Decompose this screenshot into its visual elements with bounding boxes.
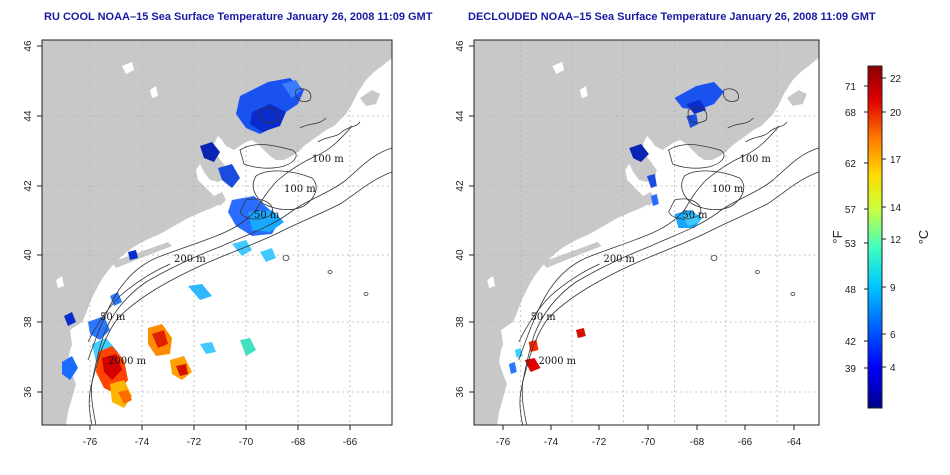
lon-tick: -66 bbox=[343, 437, 358, 448]
lat-tick: 38 bbox=[23, 316, 34, 328]
contour-label-100m-a: 100 m bbox=[312, 154, 344, 165]
map-frame-right bbox=[473, 39, 820, 426]
lon-tick: -72 bbox=[592, 437, 607, 448]
lat-tick: 46 bbox=[23, 40, 34, 52]
fahrenheit-tick: 68 bbox=[845, 108, 857, 119]
fahrenheit-tick: 62 bbox=[845, 159, 857, 170]
celsius-tick: 6 bbox=[890, 330, 896, 341]
map-frame-left bbox=[41, 39, 393, 426]
lon-tick: -68 bbox=[690, 437, 705, 448]
map-title-left: RU COOL NOAA–15 Sea Surface Temperature … bbox=[44, 11, 433, 23]
contour-label-100m-a: 100 m bbox=[740, 154, 772, 165]
contour-label-100m-b: 100 m bbox=[284, 184, 316, 195]
lon-tick: -68 bbox=[291, 437, 306, 448]
lon-tick: -74 bbox=[544, 437, 559, 448]
celsius-tick: 12 bbox=[890, 235, 902, 246]
colorbar-fahrenheit-ticks: 71 68 62 57 53 48 42 39 bbox=[845, 82, 857, 375]
celsius-tick: 17 bbox=[890, 155, 902, 166]
fahrenheit-tick: 48 bbox=[845, 285, 857, 296]
celsius-tick: 9 bbox=[890, 283, 896, 294]
lat-tick: 38 bbox=[455, 316, 466, 328]
lat-ticks-right: 36 38 40 42 44 46 bbox=[455, 40, 466, 398]
contour-label-200m: 200 m bbox=[174, 254, 206, 265]
fahrenheit-tick: 39 bbox=[845, 364, 857, 375]
lon-ticks-right: -76 -74 -72 -70 -68 -66 -64 bbox=[496, 437, 802, 448]
lon-tick: -76 bbox=[496, 437, 511, 448]
lon-tick: -72 bbox=[187, 437, 202, 448]
contour-label-50m-b: 50 m bbox=[100, 312, 126, 323]
fahrenheit-tick: 53 bbox=[845, 239, 857, 250]
lat-tick: 44 bbox=[455, 110, 466, 122]
contour-label-50m-a: 50 m bbox=[254, 210, 280, 221]
fahrenheit-tick: 71 bbox=[845, 82, 857, 93]
lat-tick: 44 bbox=[23, 110, 34, 122]
map-panel-left: 100 m 100 m 50 m 200 m 50 m 2000 m -76 -… bbox=[23, 39, 393, 448]
celsius-tick: 4 bbox=[890, 363, 896, 374]
lat-tick: 42 bbox=[23, 180, 34, 192]
lat-tick: 36 bbox=[23, 386, 34, 398]
lon-tick: -70 bbox=[239, 437, 254, 448]
lat-tick: 42 bbox=[455, 180, 466, 192]
contour-label-2000m: 2000 m bbox=[108, 356, 147, 367]
lat-tick: 40 bbox=[23, 249, 34, 261]
lat-tick: 46 bbox=[455, 40, 466, 52]
lon-tick: -76 bbox=[83, 437, 98, 448]
lon-tick: -64 bbox=[787, 437, 802, 448]
contour-label-2000m: 2000 m bbox=[538, 356, 576, 367]
contour-label-200m: 200 m bbox=[604, 254, 636, 265]
colorbar-celsius-ticks: 22 20 17 14 12 9 6 4 bbox=[890, 74, 902, 374]
contour-label-50m-a: 50 m bbox=[682, 210, 708, 221]
lat-tick: 36 bbox=[455, 386, 466, 398]
lat-ticks-left: 36 38 40 42 44 46 bbox=[23, 40, 34, 398]
contour-label-50m-b: 50 m bbox=[531, 312, 557, 323]
celsius-tick: 20 bbox=[890, 108, 902, 119]
map-panel-right: 100 m 100 m 50 m 200 m 50 m 2000 m -76 -… bbox=[455, 39, 820, 448]
lat-tick: 40 bbox=[455, 249, 466, 261]
lon-tick: -74 bbox=[135, 437, 150, 448]
contour-label-100m-b: 100 m bbox=[712, 184, 744, 195]
fahrenheit-tick: 57 bbox=[845, 205, 857, 216]
celsius-tick: 14 bbox=[890, 203, 902, 214]
colorbar-gradient bbox=[867, 65, 883, 409]
contour-labels-right: 100 m 100 m 50 m 200 m 50 m 2000 m bbox=[531, 154, 772, 367]
fahrenheit-tick: 42 bbox=[845, 337, 857, 348]
contour-labels-left: 100 m 100 m 50 m 200 m 50 m 2000 m bbox=[100, 154, 344, 367]
colorbar-celsius-label: °C bbox=[916, 230, 931, 245]
map-title-right: DECLOUDED NOAA–15 Sea Surface Temperatur… bbox=[468, 11, 876, 23]
temperature-colorbar: 71 68 62 57 53 48 42 39 22 20 17 14 12 9… bbox=[830, 65, 931, 409]
sst-patches-left bbox=[62, 78, 304, 408]
lon-tick: -70 bbox=[641, 437, 656, 448]
lon-ticks-left: -76 -74 -72 -70 -68 -66 bbox=[83, 437, 358, 448]
colorbar-fahrenheit-label: °F bbox=[830, 230, 845, 243]
lon-tick: -66 bbox=[738, 437, 753, 448]
celsius-tick: 22 bbox=[890, 74, 902, 85]
